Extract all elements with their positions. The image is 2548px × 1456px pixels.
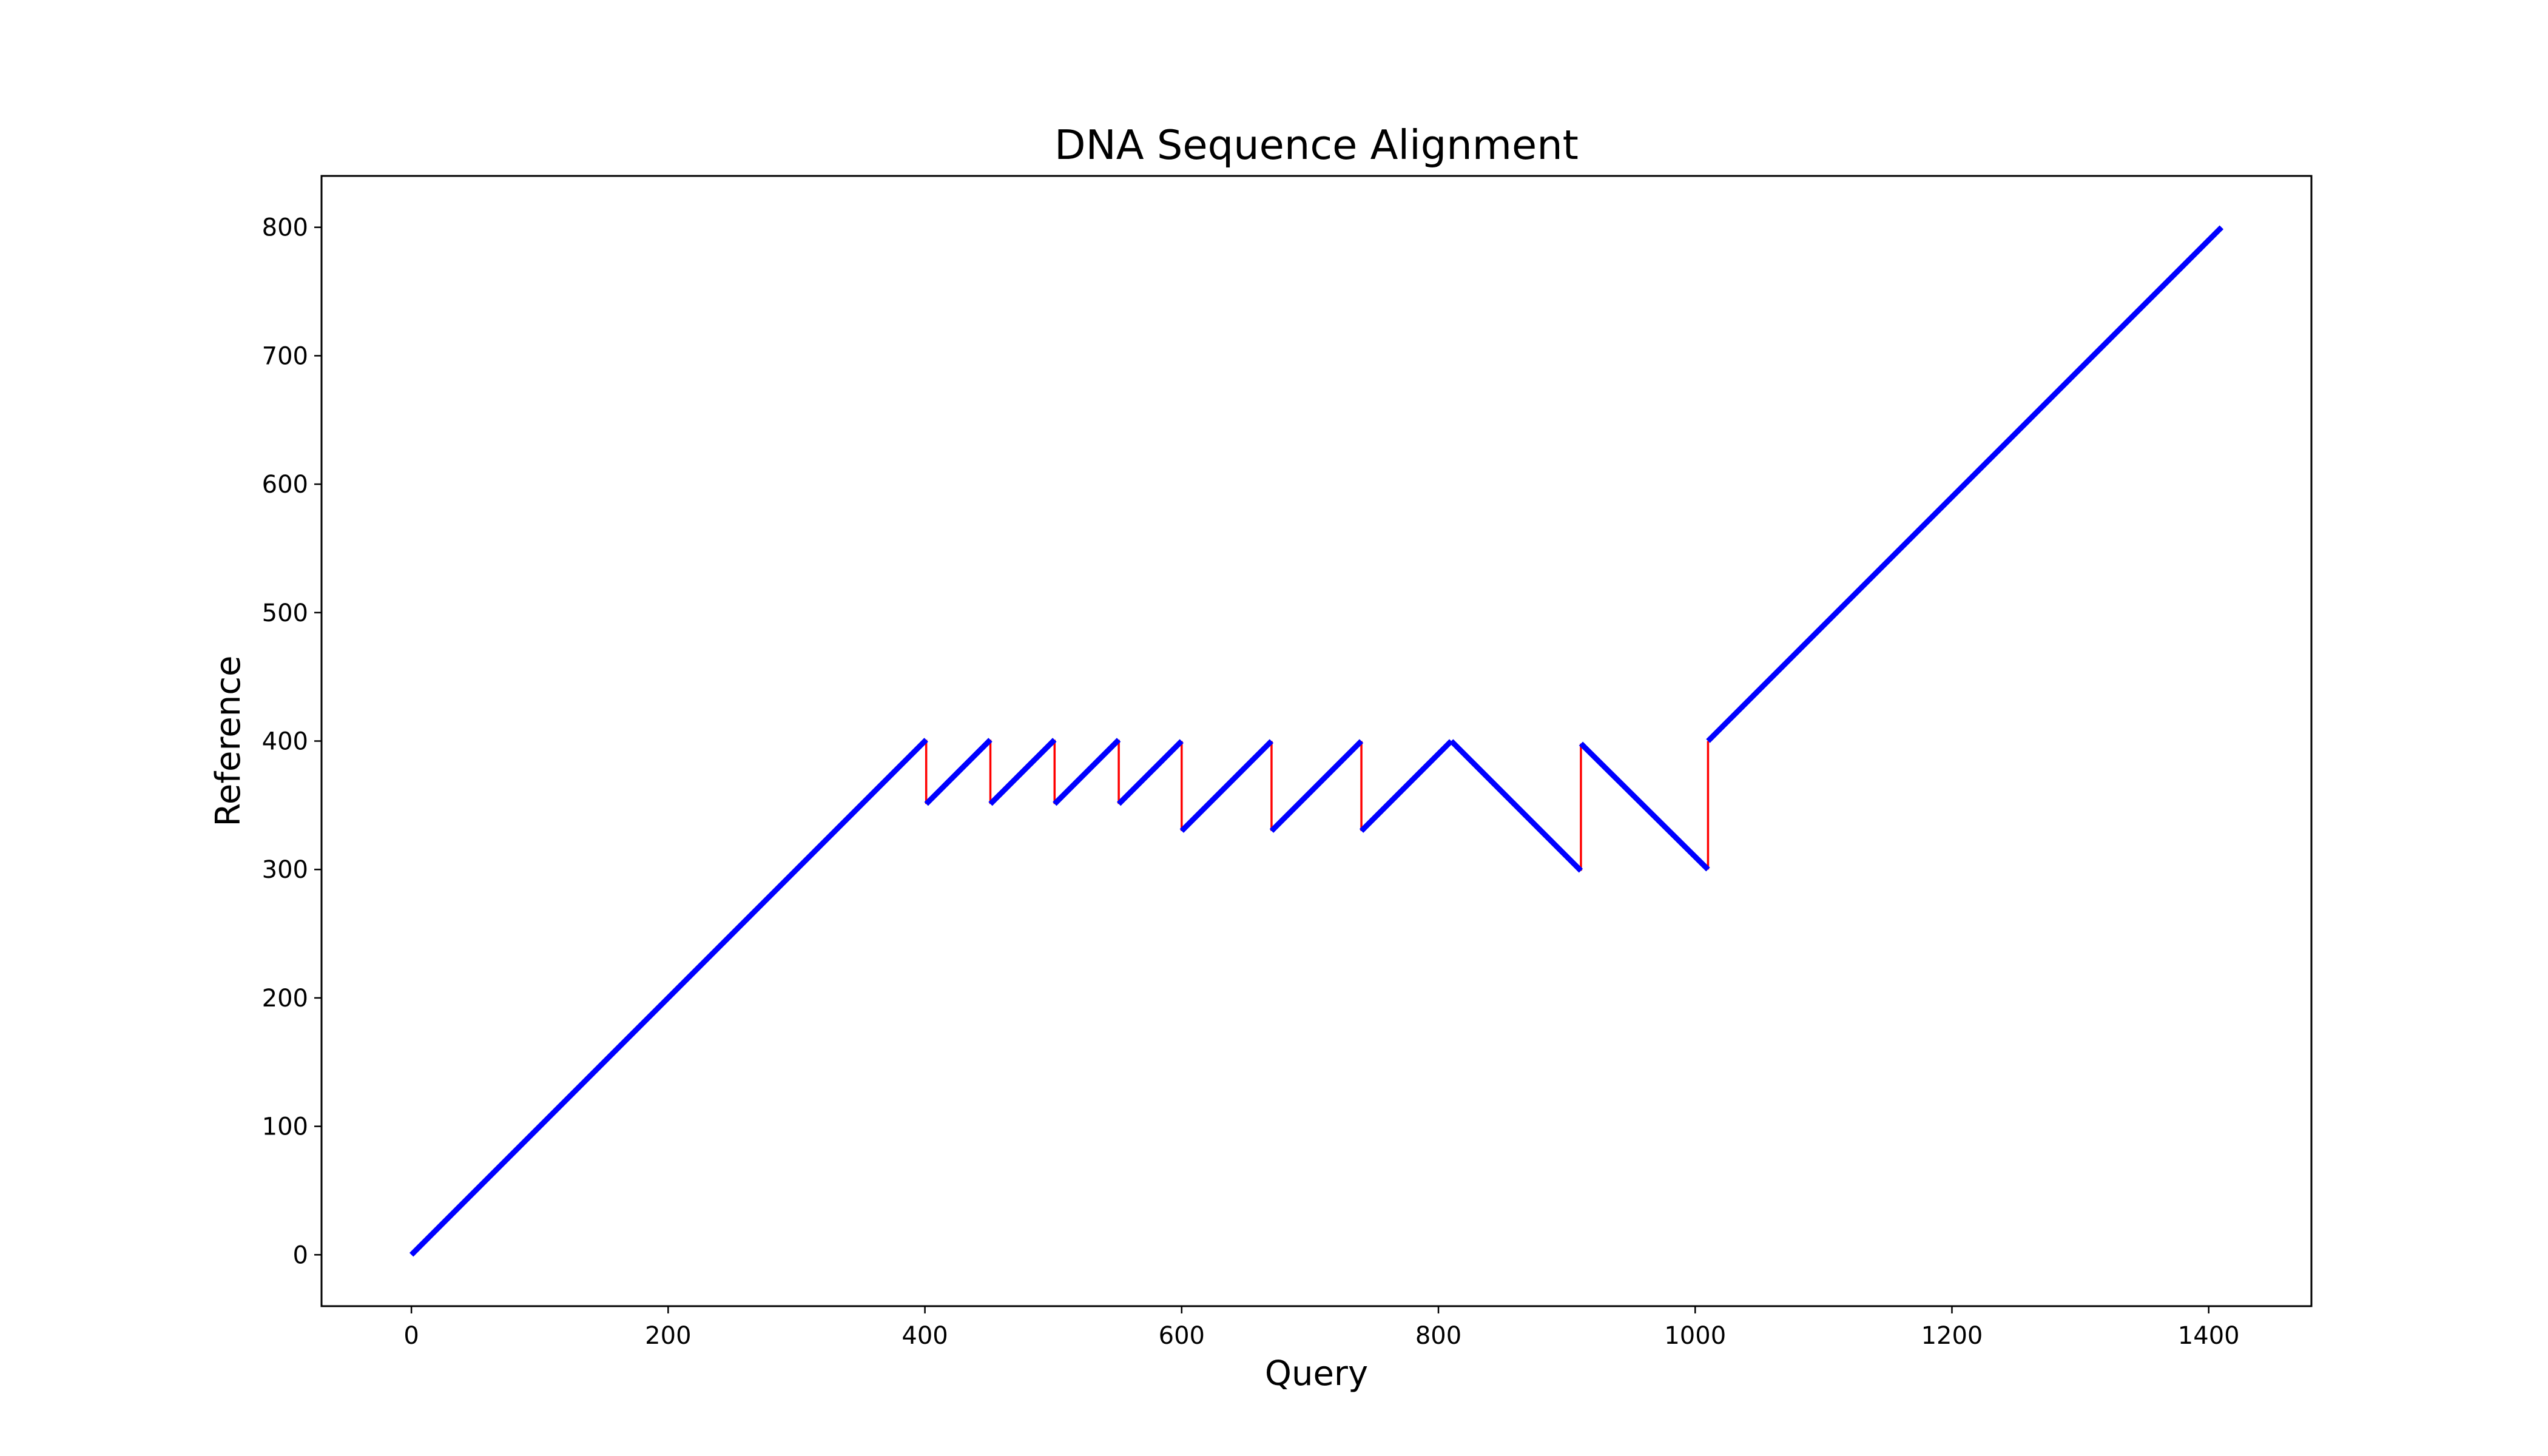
x-tick-label: 1200 <box>1921 1322 1983 1350</box>
chart-title: DNA Sequence Alignment <box>1054 121 1579 169</box>
y-tick-label: 0 <box>293 1241 308 1269</box>
y-tick-label: 600 <box>262 471 308 499</box>
alignment-segment-11 <box>1706 225 2224 743</box>
alignment-segment-10 <box>1579 741 1710 872</box>
x-tick-label: 1000 <box>1664 1322 1726 1350</box>
alignment-segment-8 <box>1359 739 1454 833</box>
y-tick-label: 100 <box>262 1113 308 1141</box>
alignment-segment-1 <box>409 738 928 1257</box>
y-tick-label: 400 <box>262 728 308 756</box>
x-tick-label: 800 <box>1415 1322 1461 1350</box>
alignment-segment-4 <box>1053 738 1121 806</box>
y-axis-title: Reference <box>209 656 248 827</box>
alignment-segment-6 <box>1179 739 1274 833</box>
plot-area <box>409 225 2224 1257</box>
x-tick-label: 400 <box>902 1322 948 1350</box>
x-axis-title: Query <box>1265 1354 1368 1394</box>
alignment-segment-9 <box>1449 739 1583 873</box>
x-tick-label: 600 <box>1159 1322 1205 1350</box>
x-tick-label: 1400 <box>2178 1322 2240 1350</box>
x-tick-label: 0 <box>403 1322 419 1350</box>
y-tick-label: 700 <box>262 342 308 370</box>
alignment-segment-7 <box>1269 739 1364 833</box>
y-tick-label: 300 <box>262 856 308 884</box>
axis-ticks: 0 200 400 600 800 1000 1200 1400 0 100 200 300 400 50… <box>262 214 2240 1350</box>
y-tick-label: 500 <box>262 599 308 627</box>
y-tick-label: 200 <box>262 985 308 1013</box>
alignment-segment-5 <box>1116 739 1184 806</box>
alignment-segment-3 <box>988 738 1057 806</box>
x-tick-label: 200 <box>645 1322 691 1350</box>
alignment-segment-2 <box>924 738 993 806</box>
y-tick-label: 800 <box>262 214 308 242</box>
